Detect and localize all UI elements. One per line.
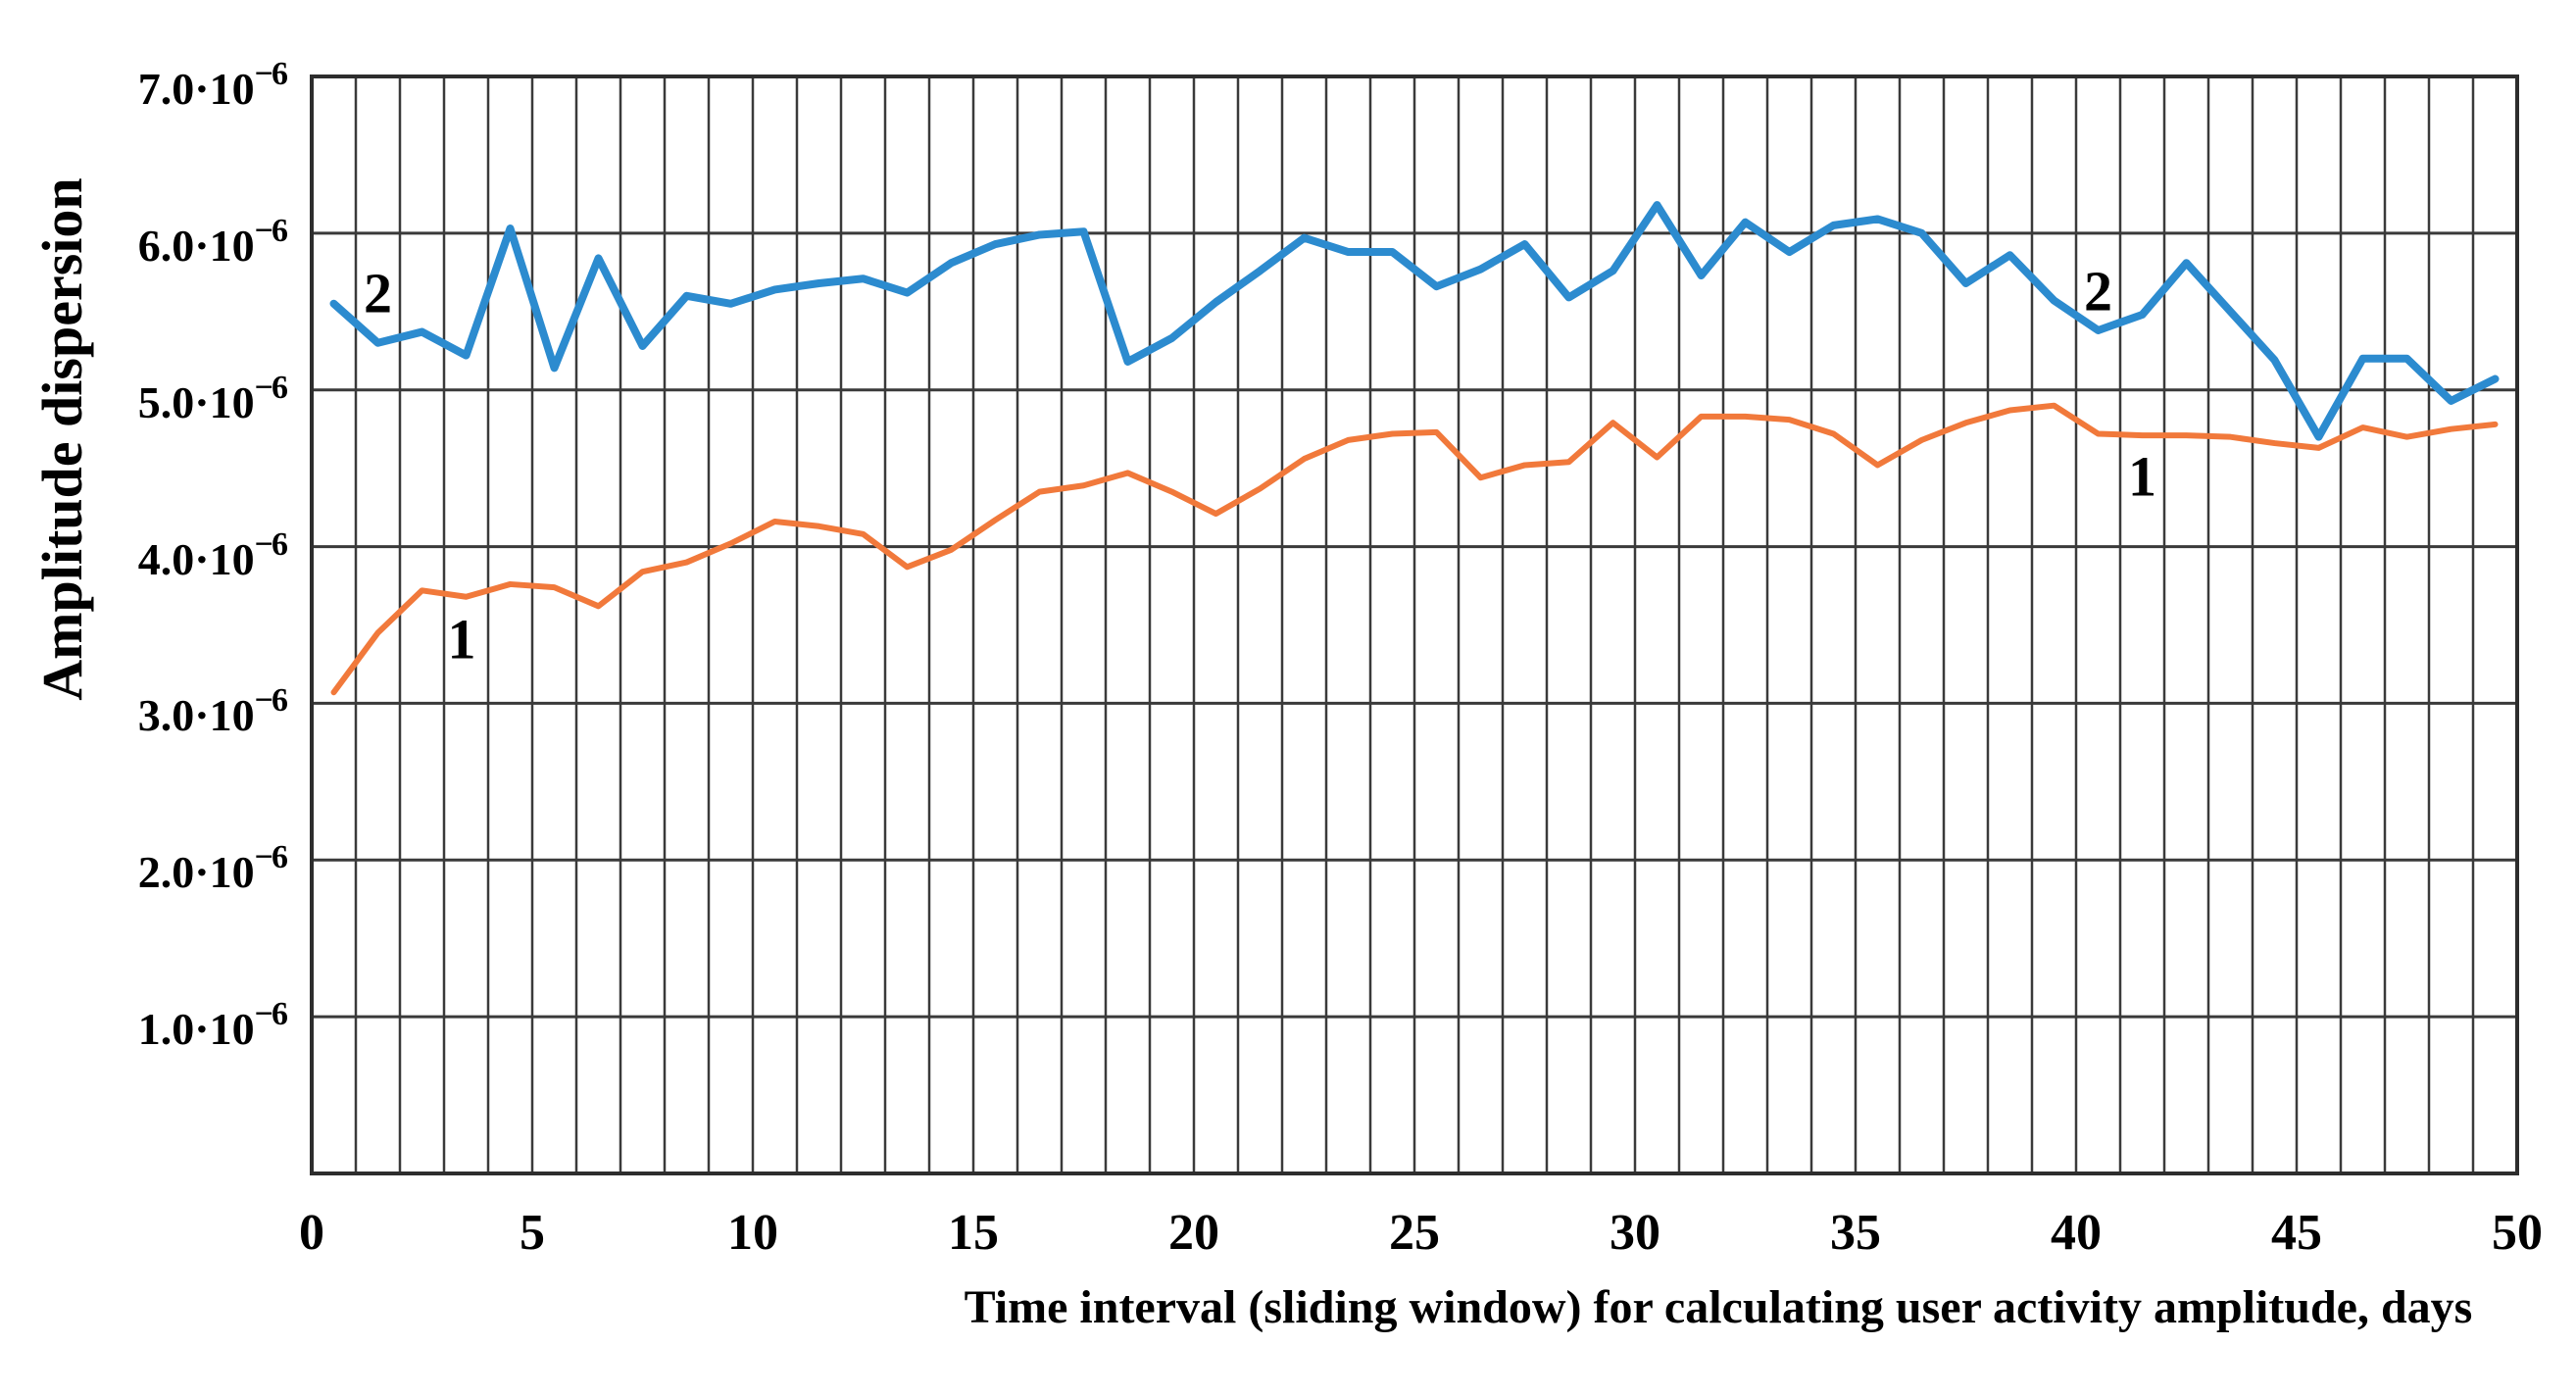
x-tick-label: 15 — [948, 1205, 999, 1261]
x-tick-label: 20 — [1168, 1205, 1219, 1261]
x-tick-label: 0 — [299, 1205, 324, 1261]
x-tick-label: 45 — [2271, 1205, 2322, 1261]
y-tick-label: 7.0·10−6 — [137, 56, 288, 114]
series-1-line — [330, 402, 2499, 696]
x-tick-label: 10 — [727, 1205, 778, 1261]
x-tick-label: 50 — [2492, 1205, 2543, 1261]
y-tick-label: 4.0·10−6 — [137, 525, 288, 584]
y-tick-label: 1.0·10−6 — [137, 996, 288, 1055]
x-tick-label: 5 — [520, 1205, 545, 1261]
series-1-label: 1 — [2128, 444, 2156, 509]
y-axis-title: Amplitude dispersion — [30, 177, 94, 701]
series-1-label: 1 — [447, 607, 476, 672]
y-tick-label: 5.0·10−6 — [137, 369, 288, 427]
x-tick-label: 40 — [2051, 1205, 2102, 1261]
x-tick-label: 35 — [1830, 1205, 1881, 1261]
series-2-label: 2 — [364, 261, 392, 325]
y-tick-label: 3.0·10−6 — [137, 682, 288, 741]
plot-border — [310, 75, 2519, 1175]
y-tick-label: 2.0·10−6 — [137, 839, 288, 898]
x-tick-label: 30 — [1610, 1205, 1660, 1261]
series-2-label: 2 — [2084, 259, 2112, 324]
x-tick-label: 25 — [1389, 1205, 1440, 1261]
series-2-line — [329, 201, 2500, 441]
y-tick-label: 6.0·10−6 — [137, 212, 288, 271]
x-axis-title: Time interval (sliding window) for calcu… — [964, 1281, 2473, 1333]
